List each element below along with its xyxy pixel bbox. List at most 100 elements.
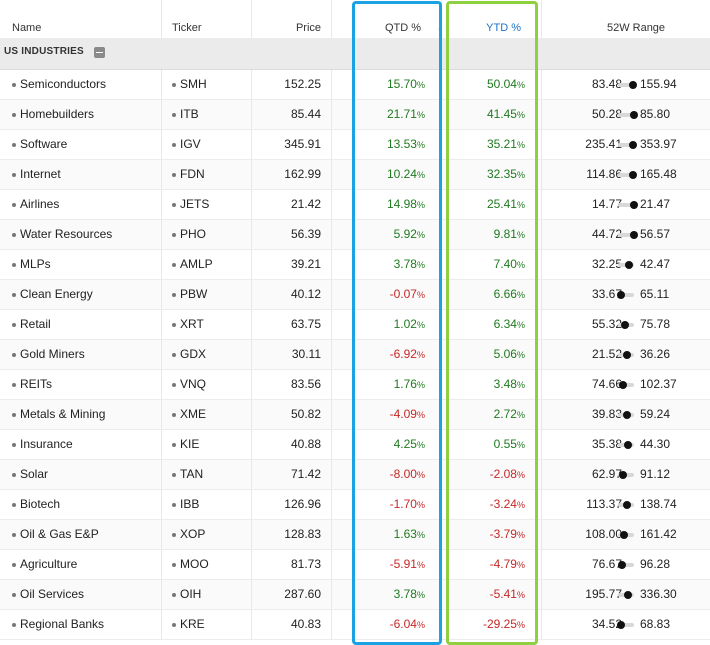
table-row[interactable]: Retail XRT 63.75 1.02% 6.34% 55.32 75.78 xyxy=(0,310,710,340)
ytd-cell: 50.04% xyxy=(442,70,542,99)
range-marker-icon xyxy=(629,81,638,89)
table-row[interactable]: Internet FDN 162.99 10.24% 32.35% 114.86 165.4… xyxy=(0,160,710,190)
column-header-price[interactable]: Price xyxy=(252,0,332,38)
column-header-ticker[interactable]: Ticker xyxy=(162,0,252,38)
percent-sign: % xyxy=(416,200,425,210)
range-high-value: 336.30 xyxy=(640,587,677,601)
range-low-value: 114.86 xyxy=(586,167,622,181)
range-marker-icon xyxy=(629,171,638,179)
ytd-cell: -3.24% xyxy=(442,490,542,519)
bullet-icon xyxy=(172,143,176,147)
percent-sign: % xyxy=(416,230,425,240)
row-name-cell: Retail xyxy=(0,310,162,339)
column-header-qtd[interactable]: QTD % xyxy=(332,0,442,38)
range-high-value: 91.12 xyxy=(640,467,671,481)
table-row[interactable]: Gold Miners GDX 30.11 -6.92% 5.06% 21.52 36.26 xyxy=(0,340,710,370)
column-header-ytd[interactable]: YTD % xyxy=(442,0,542,38)
table-row[interactable]: Metals & Mining XME 50.82 -4.09% 2.72% 39.83 5… xyxy=(0,400,710,430)
qtd-cell: -4.09% xyxy=(332,400,442,429)
row-name-cell: MLPs xyxy=(0,250,162,279)
bullet-icon xyxy=(172,443,176,447)
range-low-value: 62.97 xyxy=(591,467,622,481)
ytd-value: 6.34 xyxy=(493,317,517,331)
industry-name: MLPs xyxy=(20,257,51,271)
percent-sign: % xyxy=(516,110,525,120)
table-row[interactable]: Semiconductors SMH 152.25 15.70% 50.04% 83.48… xyxy=(0,70,710,100)
range-high-value: 68.83 xyxy=(640,617,671,631)
range-marker-icon xyxy=(624,591,633,599)
ytd-cell: 5.06% xyxy=(442,340,542,369)
row-name-cell: Clean Energy xyxy=(0,280,162,309)
price-value: 50.82 xyxy=(252,400,332,429)
qtd-value: -4.09 xyxy=(389,407,417,421)
table-row[interactable]: REITs VNQ 83.56 1.76% 3.48% 74.66 102.37 xyxy=(0,370,710,400)
table-row[interactable]: Airlines JETS 21.42 14.98% 25.41% 14.77 21.47 xyxy=(0,190,710,220)
range-track xyxy=(618,411,634,419)
ytd-cell: -5.41% xyxy=(442,580,542,609)
range-low-value: 108.00 xyxy=(585,527,622,541)
percent-sign: % xyxy=(416,110,425,120)
range-bar xyxy=(618,70,638,99)
industry-name: REITs xyxy=(20,377,53,391)
column-header-name[interactable]: Name xyxy=(0,0,162,38)
range-low-value: 21.52 xyxy=(591,347,622,361)
qtd-value: -8.00 xyxy=(389,467,417,481)
range-bar xyxy=(618,250,638,279)
ticker-symbol: GDX xyxy=(180,347,207,361)
group-label: US INDUSTRIES xyxy=(4,46,84,57)
table-row[interactable]: Insurance KIE 40.88 4.25% 0.55% 35.38 44.30 xyxy=(0,430,710,460)
table-row[interactable]: Clean Energy PBW 40.12 -0.07% 6.66% 33.67 65.1… xyxy=(0,280,710,310)
range-marker-icon xyxy=(622,501,631,509)
range-marker-icon xyxy=(628,141,637,149)
range-high-value: 161.42 xyxy=(640,527,677,541)
column-header-52w-range[interactable]: 52W Range xyxy=(606,22,666,34)
ytd-value: -4.79 xyxy=(489,557,517,571)
industry-name: Homebuilders xyxy=(20,107,95,121)
range-marker-icon xyxy=(617,291,626,299)
row-ticker-cell: XOP xyxy=(162,520,252,549)
row-name-cell: Regional Banks xyxy=(0,610,162,639)
collapse-minus-icon[interactable] xyxy=(94,47,105,58)
range-marker-icon xyxy=(620,531,629,539)
price-value: 85.44 xyxy=(252,100,332,129)
range-low-value: 76.67 xyxy=(591,557,622,571)
table-row[interactable]: Oil Services OIH 287.60 3.78% -5.41% 195.77 33… xyxy=(0,580,710,610)
bullet-icon xyxy=(172,353,176,357)
bullet-icon xyxy=(12,113,16,117)
table-row[interactable]: Oil & Gas E&P XOP 128.83 1.63% -3.79% 108.00 1… xyxy=(0,520,710,550)
percent-sign: % xyxy=(416,530,425,540)
range-marker-icon xyxy=(620,321,629,329)
range-high-value: 353.97 xyxy=(640,137,677,151)
ticker-symbol: XME xyxy=(180,407,207,421)
table-row[interactable]: MLPs AMLP 39.21 3.78% 7.40% 32.25 42.47 xyxy=(0,250,710,280)
table-row[interactable]: Software IGV 345.91 13.53% 35.21% 235.41 353.9… xyxy=(0,130,710,160)
table-row[interactable]: Solar TAN 71.42 -8.00% -2.08% 62.97 91.12 xyxy=(0,460,710,490)
table-body: Semiconductors SMH 152.25 15.70% 50.04% 83.48… xyxy=(0,70,710,640)
table-row[interactable]: Regional Banks KRE 40.83 -6.04% -29.25% 34.52… xyxy=(0,610,710,640)
ticker-symbol: AMLP xyxy=(180,257,213,271)
price-value: 287.60 xyxy=(252,580,332,609)
price-value: 40.83 xyxy=(252,610,332,639)
table-row[interactable]: Water Resources PHO 56.39 5.92% 9.81% 44.72 56… xyxy=(0,220,710,250)
range-bar xyxy=(618,340,638,369)
bullet-icon xyxy=(12,293,16,297)
row-ticker-cell: IGV xyxy=(162,130,252,159)
range-low-value: 14.77 xyxy=(591,197,622,211)
industry-name: Internet xyxy=(20,167,61,181)
row-name-cell: Semiconductors xyxy=(0,70,162,99)
table-row[interactable]: Biotech IBB 126.96 -1.70% -3.24% 113.37 138.74 xyxy=(0,490,710,520)
range-high-value: 102.37 xyxy=(640,377,677,391)
range-low-value: 32.25 xyxy=(591,257,622,271)
range-marker-icon xyxy=(618,471,627,479)
range-bar xyxy=(617,280,638,309)
ytd-cell: -2.08% xyxy=(442,460,542,489)
bullet-icon xyxy=(172,83,176,87)
table-row[interactable]: Homebuilders ITB 85.44 21.71% 41.45% 50.28 85.… xyxy=(0,100,710,130)
bullet-icon xyxy=(12,413,16,417)
row-ticker-cell: PHO xyxy=(162,220,252,249)
range-high-value: 21.47 xyxy=(640,197,671,211)
table-row[interactable]: Agriculture MOO 81.73 -5.91% -4.79% 76.67 96.2… xyxy=(0,550,710,580)
percent-sign: % xyxy=(416,350,425,360)
range-bar xyxy=(618,190,638,219)
price-value: 128.83 xyxy=(252,520,332,549)
